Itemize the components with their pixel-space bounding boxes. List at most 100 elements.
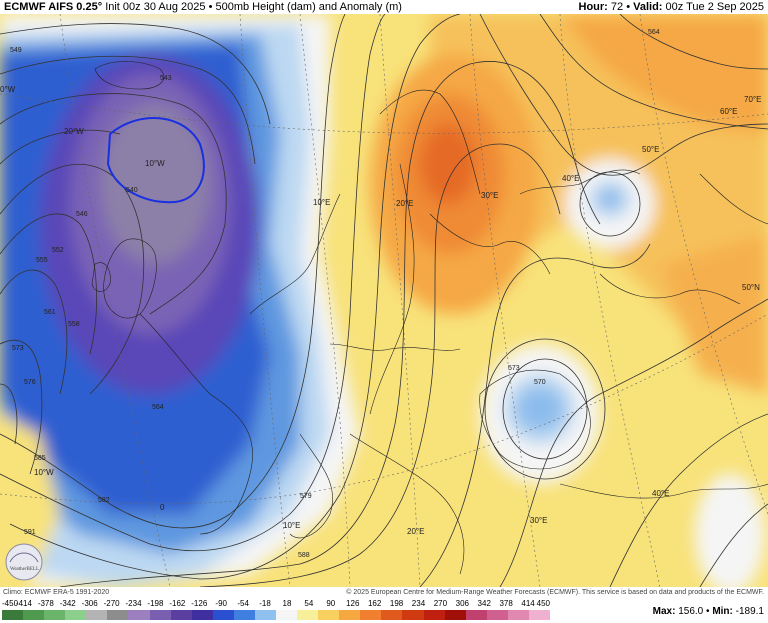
contour-value: 570 xyxy=(534,379,546,386)
legend-tick: 342 xyxy=(477,599,491,608)
copyright-credit: © 2025 European Centre for Medium-Range … xyxy=(346,589,764,596)
legend-tick: -234 xyxy=(125,599,142,608)
svg-text:WeatherBELL: WeatherBELL xyxy=(10,567,39,572)
legend-tick: 306 xyxy=(455,599,469,608)
lon-label: 0°W xyxy=(0,85,16,94)
contour-value: 564 xyxy=(152,404,164,411)
contour-value: 543 xyxy=(160,75,172,82)
legend-swatch xyxy=(23,610,45,620)
lon-label: 40°E xyxy=(562,174,579,183)
contour-value: 582 xyxy=(98,497,110,504)
contour-value: 561 xyxy=(44,309,56,316)
legend-tick: -342 xyxy=(59,599,76,608)
legend-swatch xyxy=(444,610,466,620)
contour-labels: 549 543 540 546 552 555 561 558 564 573 … xyxy=(10,29,660,559)
map-header: ECMWF AIFS 0.25° Init 00z 30 Aug 2025 • … xyxy=(0,0,768,14)
contour-value: 546 xyxy=(76,211,88,218)
legend-swatch xyxy=(297,610,319,620)
contour-value: 588 xyxy=(298,552,310,559)
weather-map: 0°W 20°W 10°W 10°E 20°E 30°E 40°E 50°E 6… xyxy=(0,14,768,587)
contour-value: 579 xyxy=(300,493,312,500)
legend-swatch xyxy=(507,610,529,620)
legend-swatch xyxy=(191,610,213,620)
lon-label: 20°E xyxy=(396,199,413,208)
legend-swatch xyxy=(212,610,234,620)
legend-swatch xyxy=(339,610,361,620)
legend-swatch xyxy=(2,610,24,620)
contour-value: 552 xyxy=(52,247,64,254)
legend-swatch xyxy=(423,610,445,620)
legend-swatch xyxy=(149,610,171,620)
lon-label: 10°E xyxy=(313,198,330,207)
legend-swatch xyxy=(318,610,340,620)
header-right: Hour: 72 • Valid: 00z Tue 2 Sep 2025 xyxy=(578,1,765,13)
legend-swatch xyxy=(170,610,192,620)
anomaly-contour-low xyxy=(106,117,205,204)
legend-tick: -126 xyxy=(191,599,208,608)
climo-credit: Climo: ECMWF ERA-5 1991-2020 xyxy=(3,589,110,596)
legend-tick: 270 xyxy=(433,599,448,608)
coastlines xyxy=(91,61,768,575)
legend-tick: 198 xyxy=(389,599,404,608)
contour-value: 549 xyxy=(10,47,22,54)
max-value: 156.0 xyxy=(678,606,704,617)
init-time: Init 00z 30 Aug 2025 xyxy=(105,1,206,13)
legend-tick: -18 xyxy=(259,599,271,608)
legend-tick: 162 xyxy=(367,599,382,608)
legend-swatch xyxy=(465,610,487,620)
legend-swatch xyxy=(528,610,551,620)
legend-tick: 90 xyxy=(326,599,336,608)
legend-swatch xyxy=(86,610,108,620)
contour-value: 591 xyxy=(24,529,36,536)
legend-tick: 126 xyxy=(346,599,360,608)
forecast-hour: 72 xyxy=(610,1,624,13)
legend-tick: -270 xyxy=(103,599,120,608)
lon-label: 10°W xyxy=(34,468,54,477)
legend-swatch xyxy=(486,610,508,620)
legend-tick: -306 xyxy=(81,599,98,608)
color-legend: -450 -414 -378 -342 -306 -270 -234 -198 -162 -126… xyxy=(0,598,768,623)
lon-label: 10°E xyxy=(283,521,300,530)
field-name: 500mb Height (dam) and Anomaly (m) xyxy=(215,1,402,13)
legend-tick: 378 xyxy=(499,599,513,608)
legend-swatch xyxy=(128,610,150,620)
legend-tick: -198 xyxy=(147,599,164,608)
lon-label: 20°W xyxy=(64,127,84,136)
lat-label: 50°N xyxy=(742,283,760,292)
legend-swatch xyxy=(254,610,277,620)
lon-label: 20°E xyxy=(407,527,424,536)
legend-tick: -414 xyxy=(15,599,32,608)
contour-value: 573 xyxy=(508,365,520,372)
lon-label: 40°E xyxy=(652,489,669,498)
legend-tick: -54 xyxy=(237,599,249,608)
weatherbell-logo: WeatherBELL xyxy=(5,543,43,581)
legend-tick: 54 xyxy=(304,599,314,608)
graticule xyxy=(0,14,768,587)
graticule-labels: 0°W 20°W 10°W 10°E 20°E 30°E 40°E 50°E 6… xyxy=(0,85,761,536)
min-value: -189.1 xyxy=(735,606,764,617)
lon-label: 50°E xyxy=(642,145,659,154)
contour-value: 585 xyxy=(34,455,46,462)
contour-value: 558 xyxy=(68,321,80,328)
lon-label: 70°E xyxy=(744,95,761,104)
legend-swatch xyxy=(107,610,129,620)
lon-label: 30°E xyxy=(530,516,547,525)
legend-swatch xyxy=(65,610,87,620)
lon-label: 30°E xyxy=(481,191,498,200)
lon-label: 10°W xyxy=(145,159,165,168)
legend-tick: -162 xyxy=(169,599,186,608)
legend-swatch xyxy=(276,610,298,620)
legend-tick: -378 xyxy=(37,599,54,608)
legend-tick: -90 xyxy=(215,599,227,608)
valid-time: 00z Tue 2 Sep 2025 xyxy=(665,1,764,13)
anomaly-fill xyxy=(0,14,768,587)
legend-tick: 18 xyxy=(282,599,292,608)
lon-label: 60°E xyxy=(720,107,737,116)
contour-value: 564 xyxy=(648,29,660,36)
legend-tick: -450 xyxy=(2,599,19,608)
header-left: ECMWF AIFS 0.25° Init 00z 30 Aug 2025 • … xyxy=(4,1,402,13)
legend-swatch xyxy=(44,610,66,620)
legend-tick: 414 xyxy=(521,599,535,608)
lon-label: 0 xyxy=(160,503,165,512)
max-min-readout: Max: 156.0 • Min: -189.1 xyxy=(652,606,764,617)
